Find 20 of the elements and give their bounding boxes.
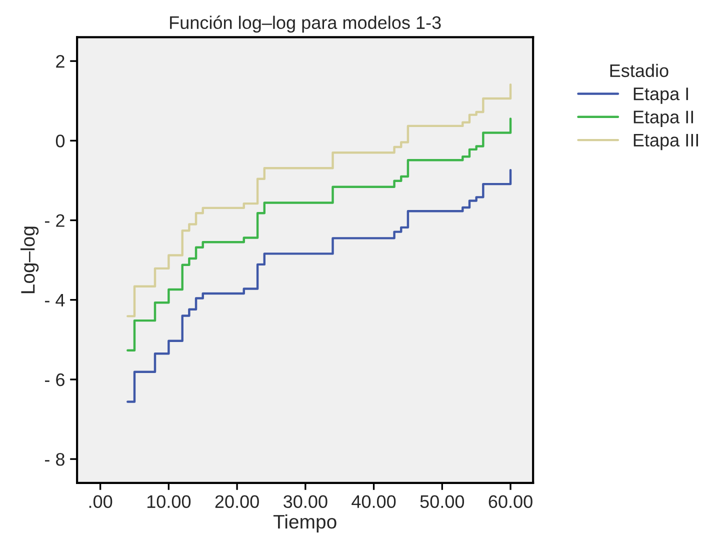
legend-label: Etapa I	[634, 88, 688, 104]
legend-label: Etapa III	[634, 134, 698, 150]
y-axis-title: Log–log	[20, 226, 39, 294]
y-tick-label: - 8	[44, 453, 64, 466]
y-tick-label: 2	[56, 55, 64, 68]
y-tick-label: - 6	[44, 373, 64, 386]
x-axis-title: Tiempo	[273, 514, 336, 532]
x-tick-label: 50.00	[420, 495, 464, 508]
x-tick-label: 20.00	[215, 495, 259, 508]
x-tick-label: 30.00	[284, 495, 328, 508]
legend-label: Etapa II	[634, 110, 693, 127]
x-tick-label: .00	[89, 495, 112, 508]
y-tick-label: - 4	[44, 294, 65, 306]
legend-title: Estadio	[610, 64, 668, 78]
y-tick-label: 0	[56, 134, 65, 148]
x-tick-label: 60.00	[488, 495, 532, 508]
x-tick-label: 40.00	[352, 495, 396, 508]
y-tick-label: - 2	[44, 214, 64, 227]
chart-title: Función log–log para modelos 1-3	[170, 16, 441, 33]
x-tick-label: 10.00	[147, 495, 191, 508]
